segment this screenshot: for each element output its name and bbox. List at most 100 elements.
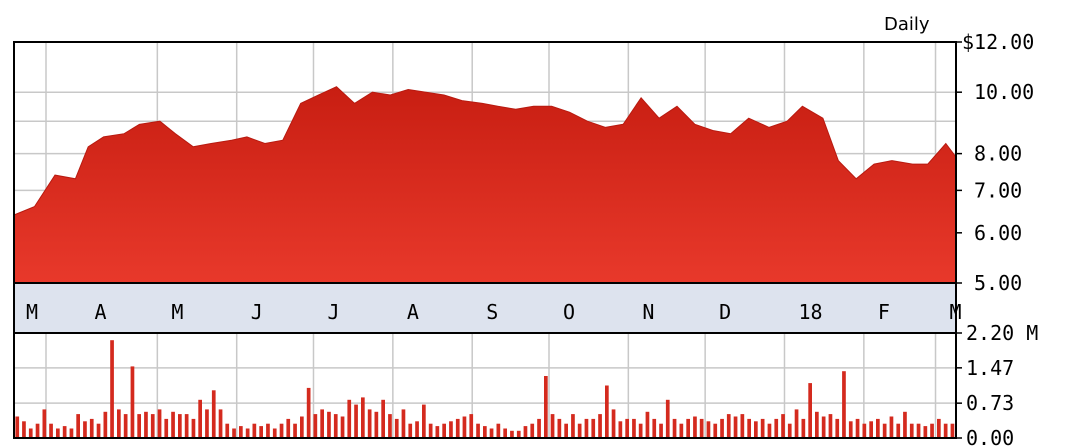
volume-bar bbox=[361, 397, 365, 438]
volume-bar bbox=[422, 404, 426, 438]
volume-bar bbox=[245, 428, 250, 438]
price-tick-label: 6.00 bbox=[974, 221, 1022, 245]
volume-bar bbox=[591, 418, 596, 438]
volume-bar bbox=[550, 414, 555, 438]
volume-bar bbox=[523, 426, 528, 438]
volume-bar bbox=[937, 418, 941, 438]
volume-bar bbox=[787, 423, 792, 438]
price-y-axis: $12.00 10.00 8.00 7.00 6.00 5.00 bbox=[956, 30, 1034, 295]
volume-bar bbox=[889, 416, 894, 438]
volume-bar bbox=[218, 409, 223, 438]
volume-bar bbox=[408, 423, 413, 438]
volume-bar bbox=[733, 416, 738, 438]
volume-tick-label: 0.00 bbox=[966, 426, 1014, 448]
volume-bar bbox=[530, 423, 535, 438]
volume-panel-border bbox=[13, 332, 957, 439]
volume-bar bbox=[774, 418, 779, 438]
volume-bar bbox=[462, 416, 467, 438]
volume-bar bbox=[645, 411, 650, 439]
volume-bar bbox=[42, 409, 47, 438]
volume-bar bbox=[510, 430, 514, 438]
volume-bar bbox=[354, 404, 358, 438]
volume-grid bbox=[14, 332, 956, 439]
volume-bar bbox=[327, 411, 331, 439]
month-label: M bbox=[950, 300, 962, 324]
month-label: S bbox=[486, 300, 498, 324]
month-label: 18 bbox=[798, 300, 822, 324]
volume-bar bbox=[638, 423, 643, 438]
volume-bar bbox=[747, 418, 751, 438]
volume-bar bbox=[516, 430, 521, 438]
volume-bar bbox=[801, 418, 806, 438]
volume-bar bbox=[62, 426, 67, 438]
volume-bar bbox=[449, 421, 453, 438]
volume-tick-label: 1.47 bbox=[966, 356, 1014, 380]
month-label: O bbox=[563, 300, 575, 324]
volume-bar bbox=[848, 421, 853, 438]
volume-y-axis: 2.20 M 1.47 0.73 0.00 bbox=[956, 321, 1038, 448]
volume-bar bbox=[632, 418, 636, 438]
price-tick-label: 7.00 bbox=[974, 178, 1022, 202]
volume-bar bbox=[340, 416, 345, 438]
volume-bar bbox=[713, 423, 718, 438]
volume-bar bbox=[726, 414, 731, 438]
volume-bar bbox=[699, 418, 704, 438]
volume-bar bbox=[537, 418, 541, 438]
volume-bar bbox=[483, 426, 487, 438]
volume-bar bbox=[225, 423, 230, 438]
month-label: J bbox=[251, 300, 263, 324]
volume-bar bbox=[584, 418, 589, 438]
volume-bar bbox=[740, 414, 745, 438]
volume-bar bbox=[611, 409, 616, 438]
volume-bar bbox=[130, 366, 135, 438]
volume-bar bbox=[22, 421, 26, 438]
volume-bar bbox=[842, 371, 846, 438]
volume-bar bbox=[821, 416, 826, 438]
month-label: F bbox=[878, 300, 890, 324]
volume-bar bbox=[144, 411, 148, 439]
volume-bar bbox=[320, 409, 324, 438]
volume-bar bbox=[374, 411, 379, 439]
volume-bar bbox=[544, 376, 548, 438]
volume-bar bbox=[835, 418, 840, 438]
volume-bar bbox=[442, 423, 446, 438]
volume-bar bbox=[381, 399, 385, 438]
month-label: J bbox=[327, 300, 339, 324]
volume-bar bbox=[205, 409, 209, 438]
volume-bar bbox=[28, 428, 33, 438]
volume-bar bbox=[652, 418, 657, 438]
volume-bar bbox=[760, 418, 765, 438]
month-label: D bbox=[719, 300, 731, 324]
volume-bar bbox=[903, 411, 907, 439]
period-label: Daily bbox=[884, 14, 930, 35]
volume-bar bbox=[232, 428, 236, 438]
volume-bar bbox=[211, 390, 216, 438]
volume-bar bbox=[571, 414, 575, 438]
volume-bar bbox=[869, 421, 873, 438]
volume-bar bbox=[69, 428, 74, 438]
volume-bar bbox=[89, 418, 94, 438]
volume-bar bbox=[123, 414, 128, 438]
volume-bar bbox=[435, 426, 440, 438]
month-label: A bbox=[407, 300, 419, 324]
volume-bar bbox=[489, 428, 494, 438]
volume-bar bbox=[96, 423, 101, 438]
volume-bar bbox=[272, 428, 277, 438]
volume-bar bbox=[557, 418, 562, 438]
volume-bars bbox=[15, 340, 955, 439]
volume-bar bbox=[862, 423, 867, 438]
price-tick-label: $12.00 bbox=[962, 30, 1034, 54]
volume-frame bbox=[13, 332, 957, 439]
volume-bar bbox=[286, 418, 291, 438]
volume-bar bbox=[83, 421, 87, 438]
volume-bar bbox=[117, 409, 121, 438]
price-tick-label: 10.00 bbox=[974, 80, 1034, 104]
month-axis: M A M J J A S O N D 18 F M bbox=[13, 282, 962, 334]
volume-bar bbox=[767, 423, 772, 438]
volume-bar bbox=[388, 414, 392, 438]
volume-bar bbox=[137, 414, 141, 438]
volume-bar bbox=[300, 416, 304, 438]
volume-bar bbox=[950, 423, 955, 438]
volume-bar bbox=[415, 421, 419, 438]
volume-bar bbox=[781, 414, 785, 438]
